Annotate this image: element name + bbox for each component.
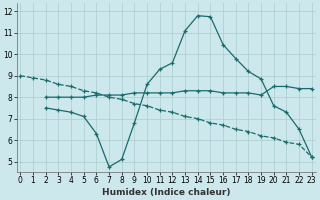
X-axis label: Humidex (Indice chaleur): Humidex (Indice chaleur) <box>102 188 230 197</box>
